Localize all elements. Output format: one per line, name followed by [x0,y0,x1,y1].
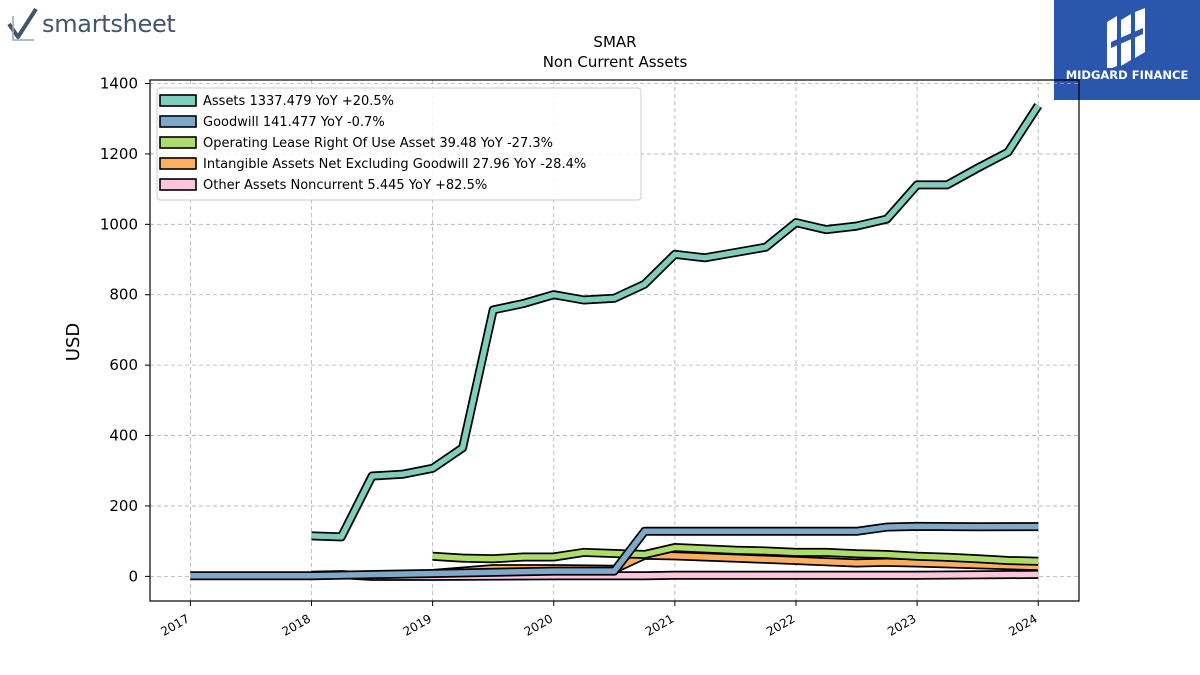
legend-label: Intangible Assets Net Excluding Goodwill… [203,157,586,172]
y-tick-label: 200 [109,497,138,515]
x-tick-label: 2022 [764,611,797,638]
legend-swatch [159,178,197,191]
series-lines [190,103,1042,581]
series-line-goodwill [190,523,1039,579]
legend-box [156,87,642,201]
x-tick-label: 2021 [643,611,676,638]
midgard-finance-logo: MIDGARD FINANCE [1054,0,1200,100]
y-tick-label: 1000 [100,215,138,233]
legend-swatch [159,94,197,107]
legend-label: Operating Lease Right Of Use Asset 39.48… [203,136,553,151]
y-tick-label: 0 [128,567,138,585]
midgard-mark-icon [1107,8,1145,68]
series-line-operating-lease-right-of-use-asset [432,544,1039,564]
series-line-assets [311,104,1041,540]
legend-swatch [159,136,197,149]
midgard-wordmark: MIDGARD FINANCE [1065,68,1189,82]
y-tick-label: 1200 [100,145,138,163]
smartsheet-logo: smartsheet [6,4,176,44]
checkmark-logo-icon [7,7,38,41]
y-axis-label: USD [63,323,84,361]
plot-frame [149,79,1080,602]
x-tick-label: 2020 [522,611,555,638]
legend-label: Goodwill 141.477 YoY -0.7% [203,115,385,130]
legend: Assets 1337.479 YoY +20.5% Goodwill 141.4… [156,87,642,201]
legend-swatch [159,157,197,170]
legend-label: Assets 1337.479 YoY +20.5% [203,94,394,109]
legend-swatch [159,115,197,128]
y-tick-label: 1400 [100,75,138,93]
y-tick-label: 400 [109,427,138,445]
x-tick-label: 2019 [401,611,434,638]
x-tick-label: 2018 [280,611,313,638]
chart-subtitle: Non Current Assets [543,53,688,71]
x-tick-label: 2024 [1006,611,1039,638]
y-tick-label: 600 [109,356,138,374]
legend-label: Other Assets Noncurrent 5.445 YoY +82.5% [203,178,487,193]
chart-title: SMAR [593,33,636,51]
x-tick-label: 2023 [885,611,918,638]
x-tick-label: 2017 [158,611,191,638]
smartsheet-wordmark: smartsheet [42,10,176,38]
y-tick-label: 800 [109,286,138,304]
